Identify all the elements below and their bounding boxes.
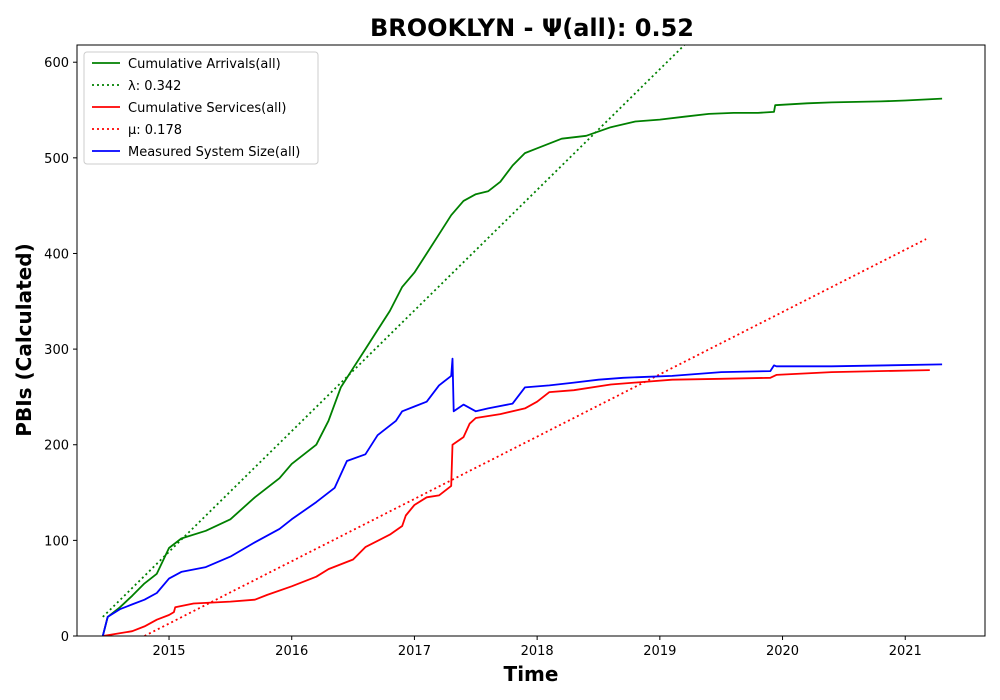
legend: Cumulative Arrivals(all) λ: 0.342 Cumulati… — [83, 51, 319, 165]
y-tick-label: 600 — [44, 56, 69, 71]
y-tick-label: 300 — [44, 343, 69, 358]
legend-label: Measured System Size(all) — [128, 145, 300, 160]
x-tick-label: 2019 — [643, 644, 676, 659]
series-layer — [101, 45, 943, 636]
y-tick-label: 200 — [44, 439, 69, 454]
series-line-5 — [101, 357, 943, 636]
x-tick-label: 2015 — [152, 644, 185, 659]
x-axis: 2015 2016 2017 2018 2019 2020 2021 — [152, 636, 922, 659]
y-tick-label: 400 — [44, 247, 69, 262]
legend-label: Cumulative Arrivals(all) — [128, 57, 281, 72]
series-line-1 — [101, 97, 943, 636]
legend-label: λ: 0.342 — [128, 79, 181, 94]
chart-title: BROOKLYN - Ψ(all): 0.52 — [370, 14, 694, 42]
y-tick-label: 500 — [44, 152, 69, 167]
x-tick-label: 2020 — [766, 644, 799, 659]
x-tick-label: 2017 — [398, 644, 431, 659]
y-tick-label: 100 — [44, 534, 69, 549]
y-axis-title: PBIs (Calculated) — [12, 243, 36, 436]
y-tick-label: 0 — [61, 630, 69, 645]
series-line-3 — [102, 369, 930, 636]
x-tick-label: 2021 — [889, 644, 922, 659]
plot-frame — [76, 44, 986, 637]
series-line-2 — [102, 45, 686, 618]
legend-label: Cumulative Services(all) — [128, 101, 286, 116]
legend-box — [83, 51, 319, 165]
legend-label: μ: 0.178 — [128, 123, 182, 138]
x-tick-label: 2018 — [521, 644, 554, 659]
y-axis: 0 100 200 300 400 500 600 — [44, 56, 77, 645]
series-line-4 — [144, 238, 927, 636]
x-axis-title: Time — [504, 662, 559, 686]
x-tick-label: 2016 — [275, 644, 308, 659]
